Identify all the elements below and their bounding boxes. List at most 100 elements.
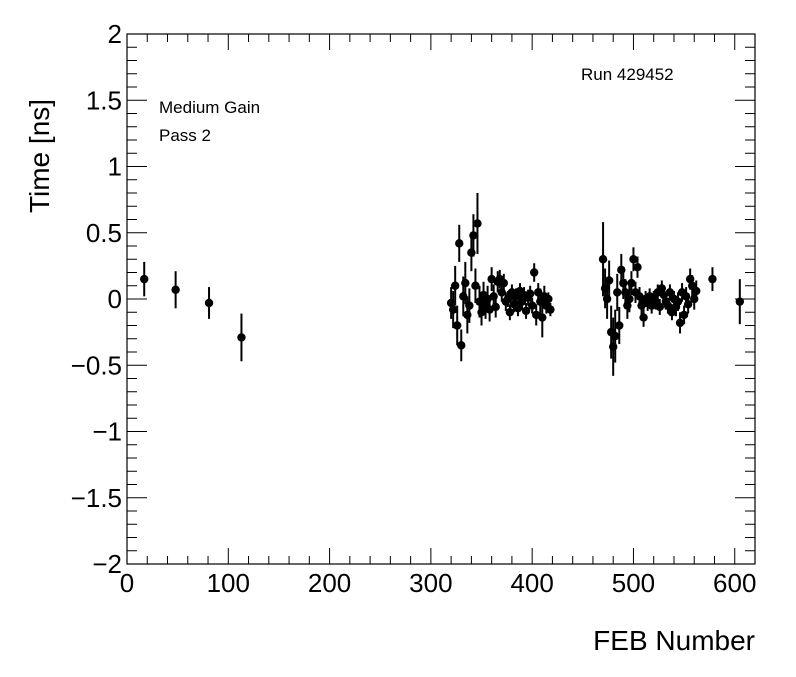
data-point: [448, 291, 458, 329]
y-tick-label: 2: [108, 19, 122, 49]
data-point: [679, 305, 689, 325]
data-point: [613, 273, 622, 311]
data-point: [665, 284, 675, 301]
x-tick-label: 400: [510, 568, 553, 598]
data-point: [505, 304, 515, 321]
point-marker: [679, 310, 689, 320]
data-point: [604, 260, 614, 301]
data-point: [477, 299, 486, 326]
data-point: [673, 292, 683, 311]
data-point: [627, 271, 636, 296]
point-marker: [465, 301, 474, 310]
run-annotation: Run 429452: [581, 65, 674, 84]
point-marker: [611, 331, 620, 341]
data-point: [457, 329, 466, 362]
data-point: [455, 224, 464, 262]
x-tick-label: 600: [713, 568, 756, 598]
point-marker: [683, 300, 693, 309]
point-marker: [529, 268, 539, 277]
point-marker: [471, 281, 480, 290]
data-point: [473, 193, 482, 254]
point-marker: [503, 294, 513, 304]
data-point: [611, 309, 620, 363]
point-marker: [629, 255, 638, 264]
point-marker: [613, 288, 622, 297]
point-marker: [692, 286, 701, 296]
point-marker: [521, 306, 531, 316]
data-point: [503, 291, 513, 307]
y-tick-label: 1: [108, 152, 122, 182]
data-point: [639, 308, 648, 327]
point-marker: [655, 302, 664, 312]
data-point: [615, 306, 624, 345]
gain-annotation: Medium Gain: [159, 98, 260, 117]
point-marker: [735, 297, 745, 306]
data-point: [544, 292, 553, 306]
data-point: [237, 313, 246, 362]
data-point: [471, 268, 480, 303]
point-marker: [625, 294, 634, 304]
point-marker: [663, 301, 673, 310]
data-point: [655, 299, 664, 315]
axis-tick-labels: 0 100 200 300 400 500 600 −2 −1.5 −1 −0.5 0 0.5 1 1.5 2: [71, 19, 757, 598]
data-point: [527, 297, 537, 314]
point-marker: [527, 301, 537, 310]
point-marker: [544, 294, 553, 304]
data-point: [625, 285, 634, 313]
point-marker: [491, 302, 500, 312]
data-point: [204, 287, 214, 319]
data-point: [529, 263, 539, 282]
data-point: [450, 265, 460, 306]
point-marker: [477, 308, 486, 317]
point-marker: [665, 288, 675, 297]
data-point: [546, 302, 555, 317]
point-marker: [639, 313, 648, 322]
data-point: [663, 297, 673, 314]
point-marker: [546, 305, 555, 314]
point-marker: [604, 276, 614, 285]
x-tick-label: 300: [409, 568, 452, 598]
data-point: [598, 222, 608, 297]
x-tick-label: 0: [120, 568, 134, 598]
point-marker: [450, 281, 460, 290]
axis-ticks: [126, 33, 756, 565]
data-point: [633, 256, 642, 278]
y-tick-label: −1: [92, 417, 122, 447]
point-marker: [525, 289, 535, 298]
point-marker: [473, 219, 482, 228]
point-marker: [171, 285, 180, 294]
y-tick-label: −0.5: [71, 350, 122, 380]
data-point: [461, 261, 470, 305]
data-point: [140, 261, 149, 297]
point-marker: [461, 278, 470, 288]
y-tick-label: −1.5: [71, 483, 122, 513]
data-point: [538, 297, 547, 338]
point-marker: [448, 305, 458, 314]
point-marker: [675, 318, 685, 328]
point-marker: [513, 304, 523, 313]
data-point: [513, 300, 523, 317]
y-tick-label: −2: [92, 549, 122, 579]
data-point: [465, 288, 474, 323]
data-point: [171, 271, 180, 309]
data-point: [469, 214, 478, 257]
x-axis-title: FEB Number: [593, 625, 755, 656]
x-tick-label: 500: [612, 568, 655, 598]
y-tick-label: 0.5: [86, 218, 122, 248]
x-tick-label: 200: [308, 568, 351, 598]
data-point: [525, 285, 535, 302]
point-marker: [499, 278, 508, 288]
x-tick-label: 100: [207, 568, 250, 598]
data-point: [735, 279, 745, 325]
data-point: [491, 296, 500, 318]
point-marker: [453, 321, 462, 330]
data-point: [499, 273, 508, 293]
data-point: [692, 280, 701, 302]
y-tick-label: 1.5: [86, 85, 122, 115]
point-marker: [708, 274, 717, 284]
point-marker: [538, 313, 547, 322]
point-marker: [673, 297, 683, 306]
point-marker: [455, 239, 464, 248]
